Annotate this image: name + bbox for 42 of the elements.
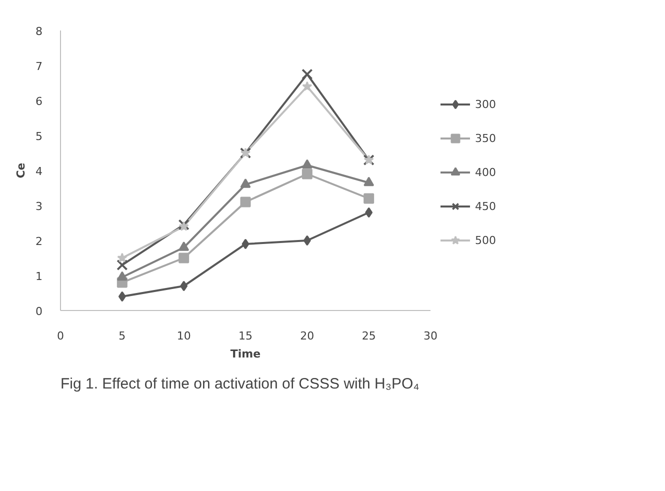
point — [116, 271, 128, 281]
point — [302, 168, 312, 180]
y-tick-label: 8 — [36, 25, 42, 38]
point — [242, 238, 250, 250]
y-tick-label: 4 — [36, 165, 42, 178]
x-tick-label: 10 — [176, 330, 191, 342]
x-tick-label: 20 — [300, 330, 314, 342]
y-tick-label: 3 — [36, 200, 42, 213]
point — [116, 259, 128, 271]
y-tick-label: 0 — [36, 305, 42, 318]
point — [365, 207, 373, 218]
point — [117, 252, 128, 262]
y-axis-title: Ce — [14, 162, 28, 178]
legend-label: 450 — [475, 200, 496, 212]
legend-label: 300 — [475, 98, 496, 110]
point — [178, 252, 190, 264]
point — [118, 291, 126, 302]
point — [302, 81, 312, 91]
y-tick-label: 6 — [36, 95, 42, 108]
y-tick-label: 2 — [36, 235, 42, 248]
y-tick-label: 5 — [36, 130, 42, 143]
legend-label: 500 — [475, 234, 496, 246]
point — [364, 193, 374, 204]
y-tick-label: 7 — [36, 60, 42, 73]
legend-label: 400 — [475, 166, 496, 178]
point — [303, 235, 311, 246]
x-tick-label: 0 — [57, 330, 64, 342]
caption: Fig 1. Effect of time on activation of CSSS with H₃PO₄ — [60, 376, 420, 392]
point — [240, 178, 251, 188]
x-tick-label: 25 — [362, 330, 376, 342]
point — [364, 176, 374, 186]
point — [178, 242, 190, 251]
point — [302, 68, 313, 80]
x-tick-label: 30 — [424, 330, 438, 342]
x-axis-title: Time — [230, 348, 261, 360]
x-tick-label: 15 — [238, 330, 252, 342]
point — [240, 196, 251, 208]
legend-label: 350 — [475, 132, 496, 144]
point — [180, 280, 188, 292]
x-tick-label: 5 — [118, 330, 126, 342]
y-tick-label: 1 — [36, 270, 42, 283]
point — [302, 159, 312, 169]
